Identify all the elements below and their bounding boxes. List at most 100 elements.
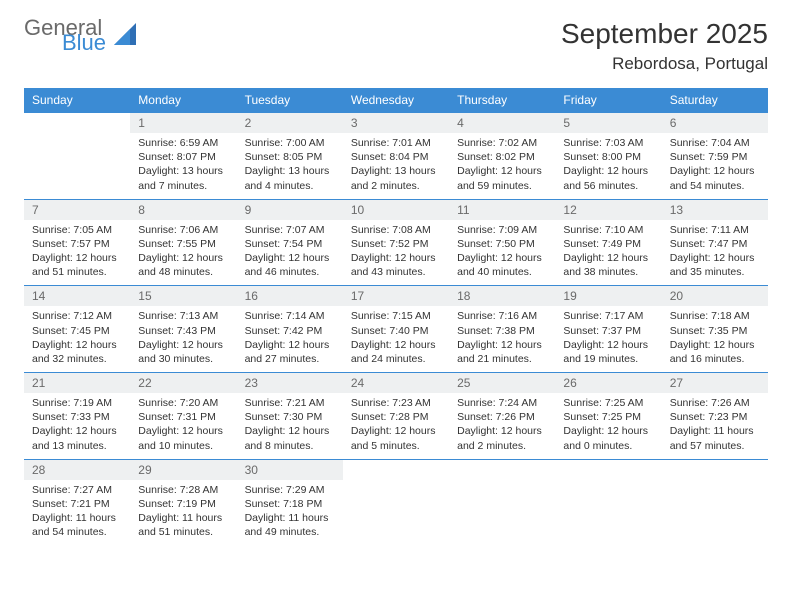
sunset-line: Sunset: 7:19 PM (138, 497, 228, 511)
day-number-cell: 13 (662, 199, 768, 220)
daylight-line: Daylight: 12 hours and 30 minutes. (138, 338, 228, 366)
sunrise-line: Sunrise: 7:04 AM (670, 136, 760, 150)
day-content-cell: Sunrise: 7:05 AMSunset: 7:57 PMDaylight:… (24, 220, 130, 286)
day-number-cell: 3 (343, 113, 449, 134)
day-number-cell: 30 (237, 459, 343, 480)
day-content-cell: Sunrise: 7:29 AMSunset: 7:18 PMDaylight:… (237, 480, 343, 546)
sunset-line: Sunset: 7:54 PM (245, 237, 335, 251)
sunrise-line: Sunrise: 7:03 AM (563, 136, 653, 150)
title-block: September 2025 Rebordosa, Portugal (561, 18, 768, 74)
month-title: September 2025 (561, 18, 768, 50)
day-number-cell: 22 (130, 373, 236, 394)
day-number-cell: 4 (449, 113, 555, 134)
day-content-cell: Sunrise: 7:25 AMSunset: 7:25 PMDaylight:… (555, 393, 661, 459)
day-number-cell: 6 (662, 113, 768, 134)
sunset-line: Sunset: 7:45 PM (32, 324, 122, 338)
day-content-cell (24, 133, 130, 199)
daynum-row: 282930 (24, 459, 768, 480)
sunset-line: Sunset: 7:30 PM (245, 410, 335, 424)
day-content-cell: Sunrise: 7:08 AMSunset: 7:52 PMDaylight:… (343, 220, 449, 286)
sunset-line: Sunset: 7:35 PM (670, 324, 760, 338)
sunset-line: Sunset: 8:07 PM (138, 150, 228, 164)
daylight-line: Daylight: 12 hours and 27 minutes. (245, 338, 335, 366)
sunrise-line: Sunrise: 7:21 AM (245, 396, 335, 410)
daynum-row: 123456 (24, 113, 768, 134)
day-content-cell (449, 480, 555, 546)
day-content-cell: Sunrise: 7:04 AMSunset: 7:59 PMDaylight:… (662, 133, 768, 199)
day-number-cell: 11 (449, 199, 555, 220)
day-number-cell: 20 (662, 286, 768, 307)
day-number-cell: 23 (237, 373, 343, 394)
daylight-line: Daylight: 13 hours and 2 minutes. (351, 164, 441, 192)
day-number-cell: 1 (130, 113, 236, 134)
sunrise-line: Sunrise: 7:17 AM (563, 309, 653, 323)
sunrise-line: Sunrise: 7:01 AM (351, 136, 441, 150)
sunrise-line: Sunrise: 7:26 AM (670, 396, 760, 410)
day-header: Friday (555, 88, 661, 113)
sunset-line: Sunset: 7:28 PM (351, 410, 441, 424)
day-content-cell: Sunrise: 7:13 AMSunset: 7:43 PMDaylight:… (130, 306, 236, 372)
content-row: Sunrise: 7:12 AMSunset: 7:45 PM Daylight:… (24, 306, 768, 372)
day-content-cell: Sunrise: 7:28 AMSunset: 7:19 PMDaylight:… (130, 480, 236, 546)
brand-sail-icon (112, 19, 138, 52)
content-row: Sunrise: 7:05 AMSunset: 7:57 PMDaylight:… (24, 220, 768, 286)
day-number-cell (555, 459, 661, 480)
header: General Blue September 2025 Rebordosa, P… (24, 18, 768, 74)
sunset-line: Sunset: 8:04 PM (351, 150, 441, 164)
sunrise-line: Sunrise: 7:09 AM (457, 223, 547, 237)
content-row: Sunrise: 6:59 AMSunset: 8:07 PMDaylight:… (24, 133, 768, 199)
daylight-line: Daylight: 11 hours and 54 minutes. (32, 511, 122, 539)
day-content-cell: Sunrise: 7:09 AMSunset: 7:50 PMDaylight:… (449, 220, 555, 286)
sunset-line: Sunset: 7:33 PM (32, 410, 122, 424)
sunrise-line: Sunrise: 7:20 AM (138, 396, 228, 410)
sunset-line: Sunset: 7:43 PM (138, 324, 228, 338)
day-content-cell: Sunrise: 7:01 AMSunset: 8:04 PMDaylight:… (343, 133, 449, 199)
daylight-line: Daylight: 12 hours and 48 minutes. (138, 251, 228, 279)
sunset-line: Sunset: 7:59 PM (670, 150, 760, 164)
daynum-row: 14151617181920 (24, 286, 768, 307)
day-number-cell: 29 (130, 459, 236, 480)
daylight-line: Daylight: 12 hours and 2 minutes. (457, 424, 547, 452)
sunset-line: Sunset: 8:05 PM (245, 150, 335, 164)
day-content-cell: Sunrise: 7:19 AMSunset: 7:33 PMDaylight:… (24, 393, 130, 459)
day-number-cell: 26 (555, 373, 661, 394)
sunset-line: Sunset: 7:57 PM (32, 237, 122, 251)
day-content-cell (555, 480, 661, 546)
brand-logo: General Blue (24, 18, 138, 54)
daylight-line: Daylight: 12 hours and 56 minutes. (563, 164, 653, 192)
day-number-cell (24, 113, 130, 134)
day-content-cell: Sunrise: 7:16 AMSunset: 7:38 PMDaylight:… (449, 306, 555, 372)
day-number-cell (343, 459, 449, 480)
day-content-cell: Sunrise: 7:20 AMSunset: 7:31 PMDaylight:… (130, 393, 236, 459)
daylight-line: Daylight: 12 hours and 16 minutes. (670, 338, 760, 366)
day-content-cell: Sunrise: 7:02 AMSunset: 8:02 PMDaylight:… (449, 133, 555, 199)
daylight-line: Daylight: 12 hours and 0 minutes. (563, 424, 653, 452)
sunrise-line: Sunrise: 7:00 AM (245, 136, 335, 150)
daylight-line: Daylight: 13 hours and 4 minutes. (245, 164, 335, 192)
sunrise-line: Sunrise: 7:12 AM (32, 309, 122, 323)
sunset-line: Sunset: 7:55 PM (138, 237, 228, 251)
day-content-cell: Sunrise: 7:26 AMSunset: 7:23 PMDaylight:… (662, 393, 768, 459)
daynum-row: 21222324252627 (24, 373, 768, 394)
sunset-line: Sunset: 7:50 PM (457, 237, 547, 251)
location: Rebordosa, Portugal (561, 54, 768, 74)
sunrise-line: Sunrise: 7:10 AM (563, 223, 653, 237)
content-row: Sunrise: 7:27 AMSunset: 7:21 PMDaylight:… (24, 480, 768, 546)
sunset-line: Sunset: 7:21 PM (32, 497, 122, 511)
day-header: Sunday (24, 88, 130, 113)
day-content-cell: Sunrise: 7:27 AMSunset: 7:21 PMDaylight:… (24, 480, 130, 546)
day-number-cell: 5 (555, 113, 661, 134)
sunset-line: Sunset: 7:40 PM (351, 324, 441, 338)
sunrise-line: Sunrise: 7:25 AM (563, 396, 653, 410)
day-number-cell (662, 459, 768, 480)
sunrise-line: Sunrise: 7:23 AM (351, 396, 441, 410)
daylight-line: Daylight: 13 hours and 7 minutes. (138, 164, 228, 192)
day-content-cell: Sunrise: 6:59 AMSunset: 8:07 PMDaylight:… (130, 133, 236, 199)
daylight-line: Daylight: 12 hours and 21 minutes. (457, 338, 547, 366)
sunrise-line: Sunrise: 7:18 AM (670, 309, 760, 323)
daylight-line: Daylight: 11 hours and 57 minutes. (670, 424, 760, 452)
sunset-line: Sunset: 7:26 PM (457, 410, 547, 424)
sunrise-line: Sunrise: 7:19 AM (32, 396, 122, 410)
day-content-cell: Sunrise: 7:15 AMSunset: 7:40 PMDaylight:… (343, 306, 449, 372)
day-content-cell: Sunrise: 7:21 AMSunset: 7:30 PMDaylight:… (237, 393, 343, 459)
